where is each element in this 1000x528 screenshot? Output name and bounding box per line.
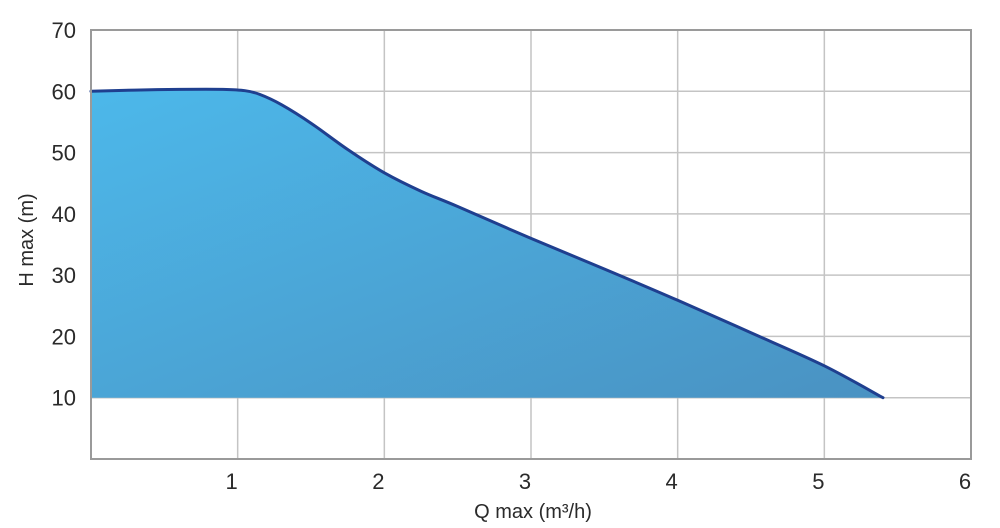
x-axis-label: Q max (m³/h) — [474, 501, 592, 523]
plot-frame — [90, 29, 972, 460]
y-tick-label: 50 — [52, 141, 76, 166]
x-tick-label: 3 — [519, 469, 531, 494]
series-area — [91, 89, 883, 398]
x-tick-label: 6 — [959, 469, 971, 494]
series-line — [89, 87, 885, 400]
y-axis-ticks: 10 20 30 40 50 60 70 — [52, 18, 76, 411]
y-tick-label: 30 — [52, 263, 76, 288]
y-tick-label: 20 — [52, 324, 76, 349]
y-axis-label: H max (m) — [16, 193, 38, 286]
x-tick-label: 5 — [812, 469, 824, 494]
y-tick-label: 60 — [52, 79, 76, 104]
x-tick-label: 2 — [372, 469, 384, 494]
y-tick-label: 40 — [52, 202, 76, 227]
x-axis-ticks: 1 2 3 4 5 6 — [226, 469, 972, 494]
x-tick-label: 1 — [226, 469, 238, 494]
y-tick-label: 10 — [52, 386, 76, 411]
x-tick-label: 4 — [666, 469, 678, 494]
y-tick-label: 70 — [52, 18, 76, 43]
